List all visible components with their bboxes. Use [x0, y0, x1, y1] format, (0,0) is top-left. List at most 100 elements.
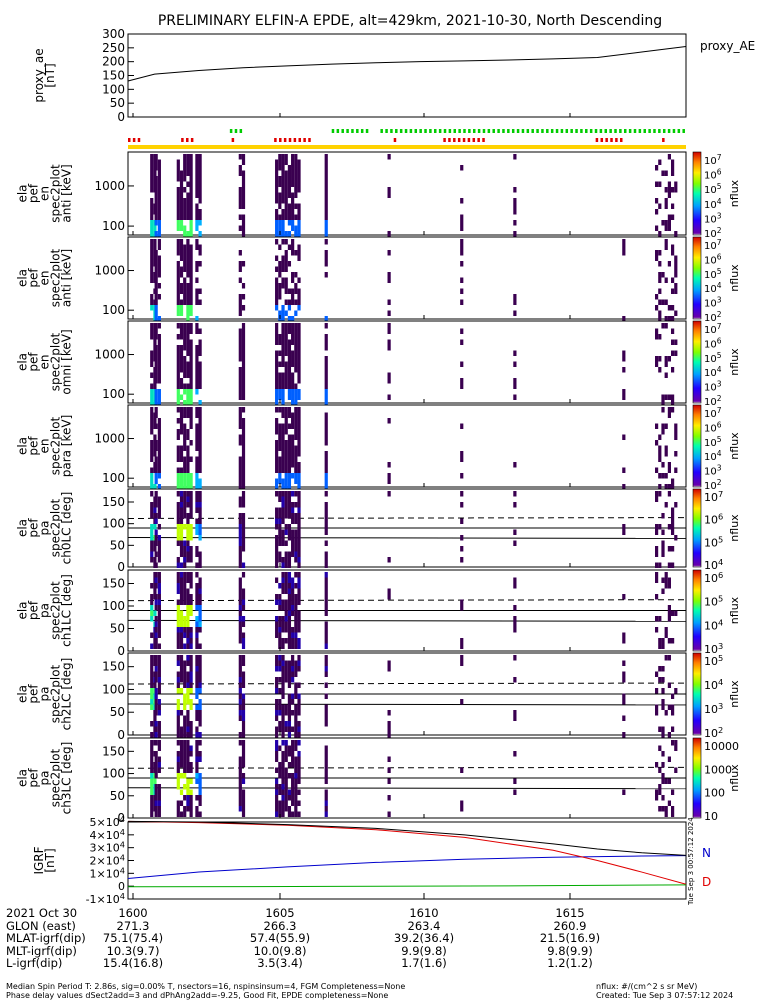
heatmap-cell	[513, 502, 517, 508]
heatmap-cell	[294, 356, 298, 362]
green-flag	[409, 129, 413, 133]
heatmap-cell	[294, 389, 298, 395]
heatmap-cell	[324, 261, 328, 267]
heatmap-cell	[153, 239, 157, 245]
heatmap-cell	[294, 726, 298, 732]
heatmap-cell	[671, 277, 675, 283]
heatmap-cell	[183, 356, 187, 362]
heatmap-cell	[297, 176, 301, 182]
heatmap-cell	[294, 715, 298, 721]
heatmap-cell	[460, 220, 464, 226]
heatmap-cell	[154, 350, 158, 356]
heatmap-cell	[241, 740, 246, 746]
heatmap-cell	[661, 638, 665, 644]
heatmap-cell	[387, 299, 391, 305]
heatmap-cell	[324, 220, 328, 226]
heatmap-cell	[284, 214, 288, 220]
heatmap-cell	[183, 473, 187, 479]
heatmap-cell	[664, 572, 668, 578]
heatmap-cell	[667, 261, 671, 267]
heatmap-cell	[241, 383, 246, 389]
heatmap-cell	[297, 496, 301, 502]
heatmap-cell	[275, 209, 279, 215]
heatmap-cell	[189, 261, 193, 267]
heatmap-cell	[176, 220, 180, 226]
table-cell: 3.5(3.4)	[257, 956, 303, 971]
heatmap-cell	[294, 192, 298, 198]
heatmap-cell	[658, 473, 662, 479]
heatmap-cell	[284, 239, 288, 245]
table-row-label: L-igrf(dip)	[6, 956, 63, 971]
heatmap-cell	[278, 423, 282, 429]
panel-ylabel: en	[38, 186, 52, 201]
heatmap-cell	[281, 456, 285, 462]
heatmap-cell	[183, 740, 187, 746]
heatmap-cell	[195, 316, 199, 322]
heatmap-cell	[287, 209, 292, 215]
heatmap-cell	[284, 412, 288, 418]
colorbar-tick: 106	[704, 168, 722, 182]
heatmap-cell	[294, 165, 298, 171]
heatmap-cell	[176, 507, 180, 513]
heatmap-cell	[297, 299, 301, 305]
heatmap-cell	[179, 546, 184, 552]
heatmap-cell	[460, 800, 464, 806]
heatmap-cell	[241, 693, 246, 699]
heatmap-cell	[655, 496, 659, 502]
panel-ylabel: omni [keV]	[60, 329, 74, 394]
heatmap-cell	[189, 407, 193, 413]
panel-ylabel: para [keV]	[60, 415, 74, 478]
heatmap-cell	[189, 231, 193, 237]
heatmap-cell	[281, 756, 285, 762]
heatmap-cell	[238, 710, 242, 716]
heatmap-cell	[154, 572, 158, 578]
heatmap-cell	[150, 632, 154, 638]
green-flag	[434, 129, 437, 133]
panel-frame	[127, 236, 687, 320]
heatmap-cell	[291, 451, 295, 457]
heatmap-cell	[275, 214, 279, 220]
heatmap-cell	[297, 518, 301, 524]
heatmap-cell	[460, 638, 464, 644]
heatmap-cell	[324, 456, 328, 462]
heatmap-cell	[658, 277, 662, 283]
heatmap-cell	[189, 356, 193, 362]
heatmap-cell	[281, 778, 285, 784]
heatmap-cell	[294, 462, 298, 468]
heatmap-cell	[281, 795, 285, 801]
heatmap-cell	[186, 546, 190, 552]
heatmap-cell	[154, 250, 158, 256]
table-cell: 15.4(16.8)	[102, 956, 164, 971]
heatmap-cell	[664, 316, 668, 322]
heatmap-cell	[195, 484, 199, 490]
heatmap-cell	[460, 361, 464, 367]
heatmap-cell	[294, 394, 298, 400]
heatmap-cell	[154, 198, 158, 204]
heatmap-cell	[661, 473, 665, 479]
heatmap-cell	[287, 721, 292, 727]
heatmap-cell	[671, 693, 675, 699]
heatmap-cell	[238, 655, 242, 661]
heatmap-cell	[179, 588, 184, 594]
heatmap-cell	[195, 328, 199, 334]
heatmap-cell	[284, 784, 288, 790]
heatmap-cell	[324, 524, 328, 530]
heatmap-cell	[154, 496, 158, 502]
heatmap-cell	[284, 299, 288, 305]
heatmap-cell	[387, 323, 391, 329]
heatmap-cell	[664, 220, 668, 226]
heatmap-cell	[287, 562, 292, 568]
heatmap-cell	[658, 181, 662, 187]
heatmap-cell	[275, 666, 279, 672]
heatmap-cell	[150, 467, 154, 473]
heatmap-cell	[176, 467, 180, 473]
heatmap-cell	[513, 491, 517, 497]
heatmap-cell	[157, 767, 161, 773]
green-flag	[521, 129, 525, 133]
heatmap-cell	[189, 220, 193, 226]
heatmap-cell	[278, 529, 282, 535]
heatmap-cell	[658, 784, 662, 790]
heatmap-cell	[281, 806, 285, 812]
heatmap-cell	[183, 572, 187, 578]
heatmap-cell	[297, 244, 301, 250]
